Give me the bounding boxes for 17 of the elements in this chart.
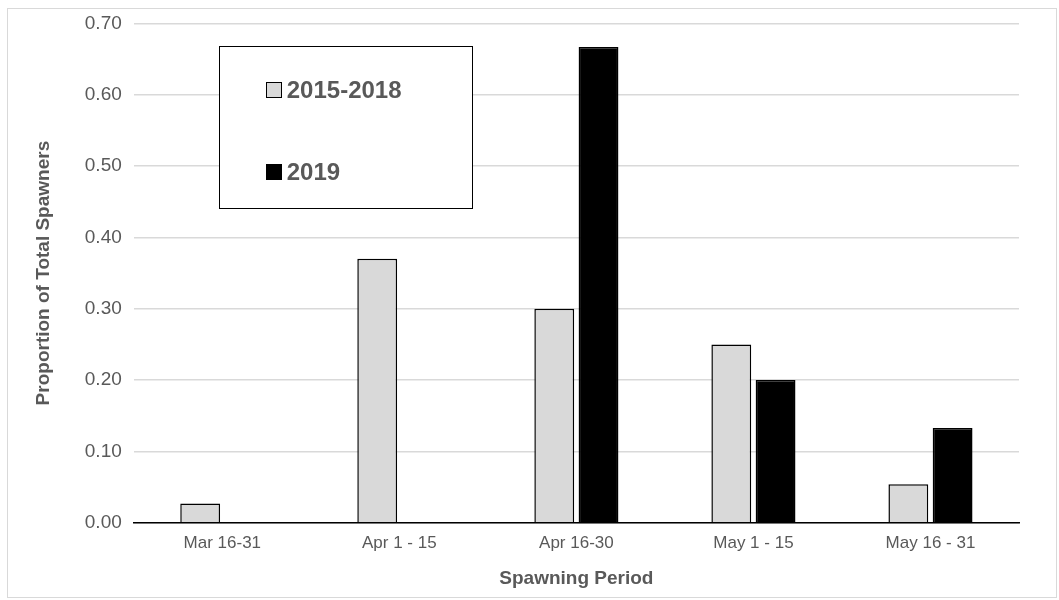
y-tick-label: 0.60 xyxy=(84,82,122,104)
x-tick-label: May 16 - 31 xyxy=(885,532,976,552)
y-tick-label: 0.20 xyxy=(84,368,122,390)
x-tick-label: Apr 16-30 xyxy=(539,532,614,552)
y-tick-label: 0.70 xyxy=(84,11,122,33)
x-tick-label: May 1 - 15 xyxy=(713,532,794,552)
y-tick-label: 0.50 xyxy=(84,154,122,176)
y-tick-label: 0.00 xyxy=(84,511,122,533)
x-tick-label: Apr 1 - 15 xyxy=(362,532,437,552)
x-tick-label: Mar 16-31 xyxy=(183,532,262,552)
legend-label: 2019 xyxy=(286,158,341,187)
y-tick-label: 0.10 xyxy=(84,439,122,461)
y-tick-label: 0.30 xyxy=(84,297,122,319)
x-axis-title: Spawning Period xyxy=(499,566,654,588)
y-tick-label: 0.40 xyxy=(84,225,122,247)
y-axis-title: Proportion of Total Spawners xyxy=(31,140,53,406)
legend-label: 2015-2018 xyxy=(286,76,402,105)
